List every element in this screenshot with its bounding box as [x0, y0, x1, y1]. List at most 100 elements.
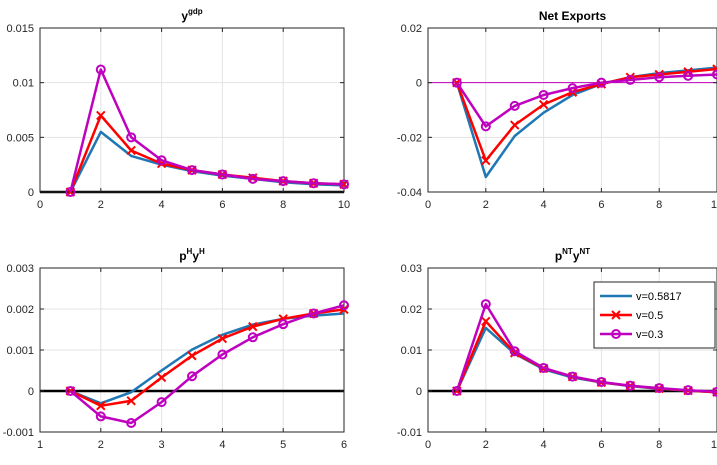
x-tick-label: 1 — [37, 439, 43, 451]
data-point-circle — [278, 319, 289, 330]
data-point-circle — [596, 376, 607, 387]
y-tick-label: 0.01 — [401, 345, 422, 357]
x-tick-label: 4 — [159, 199, 165, 211]
data-point-circle — [567, 371, 578, 382]
chart-panel-4: 0246810-0.0100.010.020.03pNTyNTv=0.5817v… — [397, 247, 717, 451]
data-point-circle — [712, 386, 717, 397]
data-point-circle — [712, 69, 717, 80]
series-line-1 — [455, 66, 717, 179]
plot-area — [428, 28, 717, 192]
marker-stroke — [712, 64, 717, 71]
marker-stroke — [248, 321, 258, 332]
data-point-circle — [187, 165, 197, 176]
data-point-circle — [247, 332, 258, 343]
chart-title: pHyH — [179, 247, 205, 263]
plot-area — [40, 28, 344, 192]
title-base: p — [555, 249, 562, 263]
data-point-circle — [538, 363, 549, 374]
data-point-circle — [95, 64, 106, 75]
x-tick-label: 3 — [159, 439, 165, 451]
legend-label: v=0.5817 — [636, 291, 682, 303]
title-superscript: H — [187, 247, 193, 256]
x-tick-label: 5 — [280, 439, 286, 451]
title-superscript: NT — [562, 247, 573, 256]
title-base: y — [181, 9, 188, 23]
marker-stroke — [187, 351, 197, 361]
legend-marker — [611, 329, 621, 339]
data-point-circle — [625, 74, 636, 85]
data-point-x — [538, 99, 549, 110]
data-point-circle — [65, 386, 76, 396]
data-point-circle — [683, 385, 694, 396]
data-point-x — [481, 316, 491, 327]
data-point-circle — [308, 308, 319, 319]
data-point-circle — [654, 383, 665, 394]
data-point-x — [126, 145, 136, 156]
series-line-3 — [455, 302, 717, 394]
y-tick-label: 0.02 — [401, 304, 422, 316]
y-tick-label: 0 — [28, 187, 34, 199]
y-tick-label: 0.01 — [13, 78, 34, 90]
data-point-x — [509, 348, 520, 358]
data-point-x — [96, 110, 106, 121]
y-tick-label: 0.015 — [6, 23, 34, 35]
data-point-circle — [654, 72, 665, 83]
title-base: y — [573, 249, 580, 263]
title-superscript: H — [199, 247, 205, 256]
y-tick-label: 0.005 — [6, 132, 34, 144]
data-point-circle — [156, 155, 167, 166]
series-line-2 — [455, 67, 717, 162]
x-tick-label: 2 — [98, 199, 104, 211]
marker-stroke — [126, 396, 136, 406]
data-point-circle — [308, 178, 319, 189]
data-point-circle — [217, 349, 228, 360]
x-tick-label: 4 — [541, 199, 547, 211]
x-tick-label: 8 — [280, 199, 286, 211]
legend-label: v=0.5 — [636, 310, 663, 322]
x-tick-label: 0 — [425, 439, 431, 451]
data-point-circle — [480, 121, 491, 132]
marker-stroke — [509, 120, 520, 130]
marker-stroke — [126, 145, 136, 156]
chart-panel-1: 0 2 4 6 8 10 0 0.005 0.01 0.015 ygdp — [6, 7, 350, 211]
legend-marker — [611, 310, 621, 320]
x-tick-label: 2 — [98, 439, 104, 451]
data-point-circle — [567, 83, 578, 94]
series-line-3 — [69, 68, 345, 193]
data-point-circle — [65, 187, 76, 197]
x-tick-label: 4 — [541, 439, 547, 451]
marker-stroke — [217, 333, 228, 344]
y-tick-label: 0.003 — [6, 263, 34, 275]
x-tick-label: 10 — [711, 199, 717, 211]
y-tick-label: 0 — [416, 386, 422, 398]
title-superscript: NT — [580, 247, 591, 256]
y-tick-label: -0.01 — [397, 427, 422, 439]
series-line-3 — [69, 304, 345, 425]
marker-stroke — [481, 316, 491, 327]
data-point-x — [156, 372, 167, 383]
marker-stroke — [96, 401, 106, 411]
chart-title: pNTyNT — [555, 247, 590, 263]
data-point-x — [96, 401, 106, 411]
title-base: Net Exports — [539, 9, 607, 23]
chart-title: Net Exports — [539, 9, 607, 23]
series-line-3 — [455, 73, 717, 128]
data-point-x — [217, 333, 228, 344]
y-tick-label: 0 — [28, 386, 34, 398]
data-point-circle — [451, 77, 462, 88]
marker-stroke — [538, 99, 549, 110]
y-tick-label: 0.001 — [6, 345, 34, 357]
data-point-circle — [126, 417, 137, 428]
x-tick-label: 2 — [483, 439, 489, 451]
x-tick-label: 8 — [656, 439, 662, 451]
marker-stroke — [156, 372, 167, 383]
data-point-circle — [339, 300, 349, 311]
x-tick-label: 8 — [656, 199, 662, 211]
data-point-circle — [451, 386, 462, 396]
y-tick-label: -0.02 — [397, 132, 422, 144]
series-line-2 — [69, 308, 345, 408]
legend: v=0.5817 v=0.5 v=0.3 — [593, 281, 716, 349]
data-point-x — [126, 396, 136, 406]
marker-stroke — [96, 110, 106, 121]
